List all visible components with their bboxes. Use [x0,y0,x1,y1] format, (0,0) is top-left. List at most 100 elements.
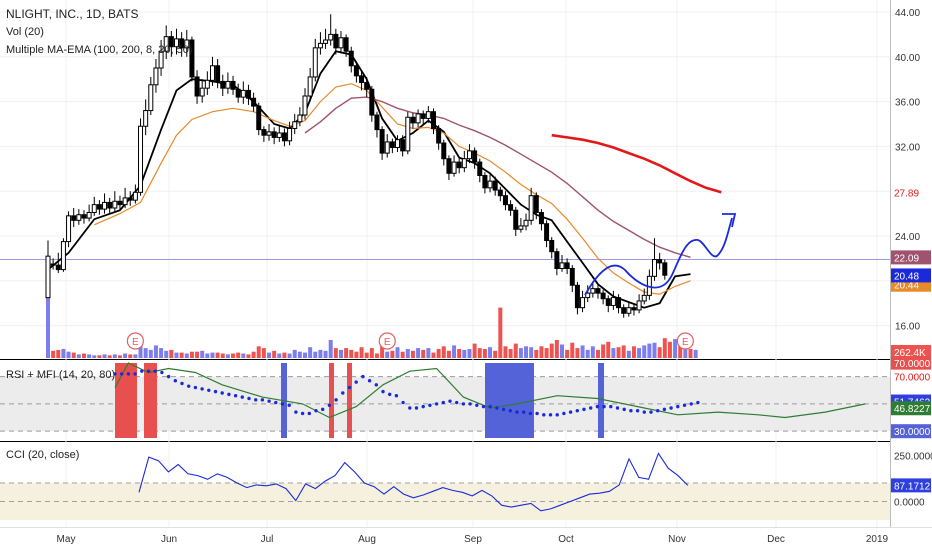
candle [374,111,380,138]
candle-body [81,214,87,219]
rsi-dot [227,392,231,397]
volume-bar [621,345,626,358]
rsi-dot [240,395,244,399]
candle [564,258,570,275]
candle [297,107,303,127]
rsi-dot [354,380,358,384]
candle-body [302,95,308,116]
candles [45,14,668,318]
candle-body [502,195,508,206]
rsi-dot [314,409,318,413]
price-tick-label: 40.00 [895,53,920,64]
rsi-extreme-zone [485,363,534,438]
rsi-dot [676,404,680,409]
volume-bar [76,354,81,358]
candle-body [574,284,580,309]
candle [528,187,534,225]
volume-bar [410,350,415,358]
price-badge-ema50-bg [891,250,931,265]
candle [502,191,508,211]
rsi-extreme-zone [347,363,352,438]
candle-body [410,116,416,124]
volume-bar [477,348,482,358]
forecast-drawing[interactable] [584,213,737,296]
candle-body [148,84,154,112]
candle [194,70,200,104]
volume-indicator-label[interactable]: Vol (20) [6,26,44,38]
rsi-dot [294,410,298,414]
time-tick-label: Aug [358,534,376,545]
price-badge-ema200-text: 27.89 [894,188,919,199]
candle [523,213,529,231]
candle [513,206,519,236]
candle-body [261,129,267,136]
candle-body [559,262,565,269]
rsi-dot [133,372,137,376]
time-tick-label: May [57,534,76,545]
candle-body [636,300,642,311]
rsi-dot [334,398,338,402]
candle-body [400,139,406,152]
cci-indicator-label[interactable]: CCI (20, close) [6,449,80,461]
candle-body [384,141,390,154]
time-axis[interactable]: May Jun Jul Aug Sep Oct Nov Dec 2019 [57,534,889,545]
rsi-badge-mfi-text: 46.8227 [894,404,931,415]
rsi-dot [193,385,198,390]
candle [338,31,344,54]
price-badge-last-bg [891,268,931,283]
volume-bar [143,348,148,358]
volume-bar [87,354,92,358]
candle-body [112,200,118,209]
rsi-extreme-zone [598,363,604,438]
rsi-dot [635,409,640,413]
candle-body [138,125,144,193]
candle [307,68,313,102]
rsi-dot [434,402,439,406]
volume-bar [467,349,472,358]
forecast-path [584,217,733,296]
candle-body [353,65,359,77]
candle [112,191,118,212]
rsi-dot [448,399,452,403]
candle-body [508,204,514,211]
rsi-dot [146,369,151,373]
candle-body [230,80,236,90]
volume-bar [503,346,508,358]
rsi-dot [394,394,399,398]
candle [240,81,246,104]
rsi-dot [662,407,667,412]
volume-bar [431,352,436,358]
volume-bar [611,348,616,358]
volume-bar [539,346,544,358]
candle-body [569,267,575,286]
rsi-dot [468,402,472,406]
candle [369,85,375,122]
ma-indicator-label[interactable]: Multiple MA-EMA (100, 200, 8, 20, 50) [6,44,193,56]
volume-bar [554,340,559,358]
volume-bar [441,346,446,358]
price-tick-label: 44.00 [895,8,920,19]
rsi-dot [508,409,512,413]
candle-body [297,114,303,123]
volume-bar [344,348,349,358]
time-tick-label: Nov [668,534,686,545]
rsi-dot [401,400,405,405]
cci-badge-250-bg [891,448,931,463]
rsi-extreme-zone [144,363,157,438]
candle [652,238,658,281]
candle [189,36,195,82]
time-tick-label: Dec [767,534,785,545]
cci-badge-value: 87.1712 [891,478,931,493]
rsi-indicator-label[interactable]: RSI + MFI (14, 20, 80) [6,369,116,381]
volume-bar [56,349,61,358]
candle [621,304,627,318]
rsi-dot [213,389,218,394]
volume-bar [66,351,71,358]
candle-body [461,158,467,169]
volume-bar [631,346,636,358]
volume-bar [626,350,631,358]
rsi-dot [247,396,251,401]
volume-bar [225,354,230,358]
volume-bar [513,343,518,358]
